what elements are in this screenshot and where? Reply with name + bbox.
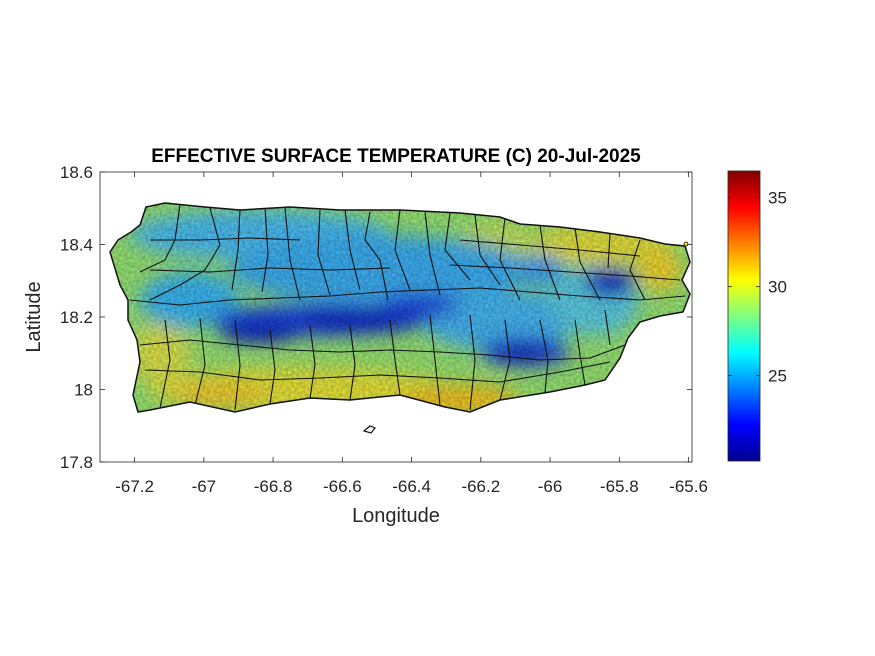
x-tick-label: -66.2 [461,477,500,496]
x-axis: -67.2 -67 -66.8 -66.6 -66.4 -66.2 -66 -65.8 -65.… [115,172,708,496]
y-tick-label: 18.4 [60,236,93,255]
x-tick-label: -66.6 [323,477,362,496]
offshore-cay [683,241,689,247]
municipal-boundaries [129,204,686,411]
y-axis-label: Latitude [23,281,45,352]
x-tick-label: -66.8 [254,477,293,496]
colorbar [727,170,761,462]
x-tick-label: -67.2 [115,477,154,496]
offshore-cay [362,425,376,434]
y-tick-label: 18.2 [60,308,93,327]
x-tick-label: -65.6 [669,477,708,496]
y-tick-label: 17.8 [60,453,93,472]
colorbar-tick-label: 35 [768,189,787,208]
x-tick-label: -66 [538,477,563,496]
x-tick-label: -67 [192,477,217,496]
y-tick-label: 18.6 [60,163,93,182]
colorbar-ticks: 25 30 35 [728,189,787,386]
x-axis-label: Longitude [352,505,440,527]
temperature-field [110,203,690,412]
y-axis: 17.8 18 18.2 18.4 18.6 [60,163,692,472]
x-tick-label: -66.4 [392,477,431,496]
y-tick-label: 18 [74,381,93,400]
chart-title: EFFECTIVE SURFACE TEMPERATURE (C) 20-Jul… [151,146,641,167]
x-tick-label: -65.8 [600,477,639,496]
colorbar-tick-label: 25 [768,367,787,386]
colorbar-tick-label: 30 [768,278,787,297]
